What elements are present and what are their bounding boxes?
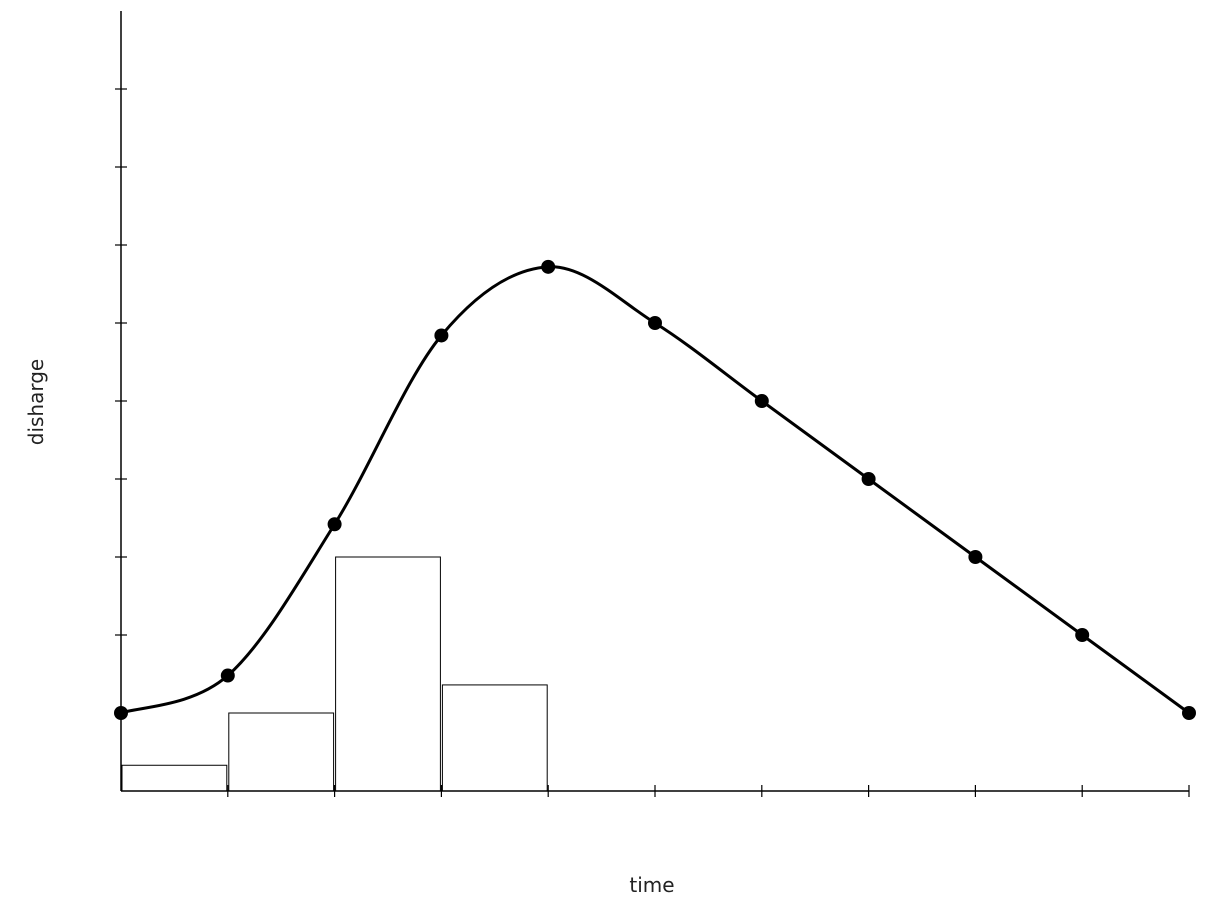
bar-2 xyxy=(335,556,441,792)
data-point-2 xyxy=(327,517,342,532)
data-point-1 xyxy=(220,668,235,683)
data-point-0 xyxy=(114,706,128,720)
x-axis-label: time xyxy=(629,873,674,897)
data-point-7 xyxy=(861,472,876,486)
axes xyxy=(120,11,1189,792)
bar-3 xyxy=(441,684,548,792)
discharge-points xyxy=(114,259,1196,720)
bar-0 xyxy=(121,764,228,792)
data-point-9 xyxy=(1075,628,1090,642)
rainfall-bars xyxy=(121,556,548,792)
data-point-5 xyxy=(648,316,662,330)
data-point-8 xyxy=(968,550,983,564)
bar-1 xyxy=(228,712,335,792)
axis-ticks xyxy=(115,88,1190,797)
discharge-curve xyxy=(119,265,1191,715)
y-axis-label: disharge xyxy=(24,359,48,445)
data-point-4 xyxy=(541,259,556,274)
data-point-10 xyxy=(1182,706,1196,720)
data-point-3 xyxy=(434,328,449,343)
data-point-6 xyxy=(754,394,769,408)
